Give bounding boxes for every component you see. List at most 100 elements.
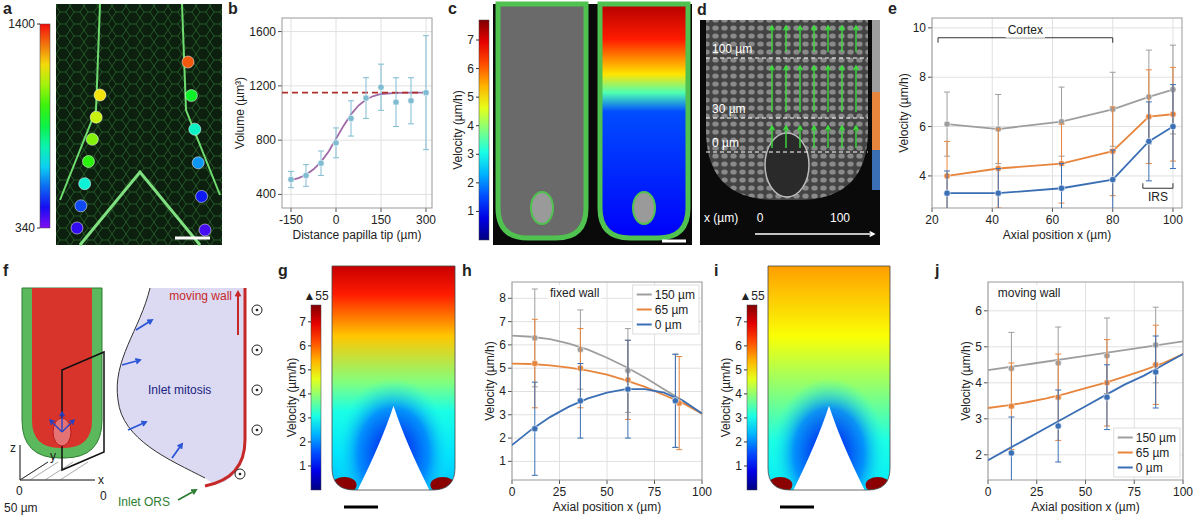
panel-letter: a [3, 0, 12, 17]
y-tick-label: 6 [975, 304, 982, 318]
colorbar-tick [744, 417, 747, 418]
grid-line [282, 85, 432, 86]
series-line [988, 354, 1183, 408]
grid-line [932, 175, 1182, 176]
grid-line [932, 27, 1182, 28]
arrow [826, 66, 831, 112]
error-bar [1008, 417, 1014, 480]
data-point [303, 172, 309, 178]
level-line [706, 152, 868, 153]
grid-line [282, 140, 432, 141]
y-tick-label: 2 [975, 448, 982, 462]
x-tick-label: 0 [333, 213, 340, 227]
legend-label: 0 µm [655, 318, 682, 332]
series-line [512, 336, 702, 414]
error-bar [363, 78, 369, 119]
x-tick-label: 20 [925, 213, 939, 227]
slow-zone [334, 378, 452, 520]
x-tick-label: 150 [371, 213, 391, 227]
rotation-dot [256, 309, 259, 312]
grid-line [512, 368, 702, 369]
cell-volume-dot [189, 123, 201, 135]
grid-line [992, 18, 993, 208]
legend-swatch [637, 324, 652, 326]
data-point [1104, 394, 1110, 400]
colorbar-tick-label: 7 [299, 315, 306, 329]
error-bar [378, 64, 384, 110]
label-patch [548, 285, 601, 301]
arrow [854, 126, 859, 148]
root-tissue [706, 20, 868, 200]
x-tick [291, 208, 292, 212]
x-axis-title: Axial position x (µm) [1031, 500, 1139, 514]
data-point [532, 360, 538, 366]
micrograph [700, 20, 880, 245]
y-tick [984, 382, 988, 383]
grid-line [1052, 18, 1053, 208]
y-axis-title: Velocity (µm/h) [897, 73, 911, 153]
grid-line [282, 194, 432, 195]
colorbar-tick [744, 465, 747, 466]
y-tick-label: 8 [499, 291, 506, 305]
data-point [944, 190, 950, 196]
error-bar [1104, 365, 1110, 430]
legend-box [633, 285, 699, 334]
data-point [363, 95, 369, 101]
series-line [512, 389, 702, 445]
axis-tick-label: 100 [830, 211, 850, 225]
colorbar-tick-label: 1 [299, 459, 306, 473]
axis-tick-label: 0 [16, 484, 23, 498]
colorbar-tick [744, 369, 747, 370]
legend-swatch [637, 309, 652, 311]
arrow [840, 126, 845, 148]
data-point [944, 121, 950, 127]
arrow [840, 66, 845, 112]
domain [117, 288, 245, 485]
data-point [423, 89, 429, 95]
error-bar [408, 78, 414, 124]
colorbar-tick [476, 211, 479, 212]
y-tick-label: 6 [919, 120, 926, 134]
slow-zone [770, 378, 887, 520]
plot-frame [932, 18, 1182, 208]
error-bar [672, 354, 678, 447]
data-point [1110, 176, 1116, 182]
legend: 150 µm65 µm0 µm [633, 285, 699, 334]
y-tick [278, 85, 282, 86]
bracket [1143, 183, 1173, 188]
colorbar-tick [308, 441, 311, 442]
cell-volume-dot [199, 224, 211, 236]
scale-bar [780, 506, 814, 509]
scale-label: 50 µm [4, 501, 38, 515]
arrow [854, 66, 859, 112]
x-tick [988, 480, 989, 484]
colorbar-tick-label: 6 [735, 339, 742, 353]
series-line [291, 93, 426, 181]
level-label: 0 µm [712, 136, 739, 150]
y-tick [928, 175, 932, 176]
x-tick-label: 60 [1046, 213, 1060, 227]
grid-line [988, 418, 1183, 419]
colorbar-tick-label: 7 [467, 33, 474, 47]
error-bar [303, 165, 309, 187]
x-tick-label: 25 [1030, 485, 1044, 499]
data-point [625, 386, 631, 392]
y-tick [278, 194, 282, 195]
arrow [840, 26, 845, 52]
data-point [1008, 450, 1014, 456]
y-tick [928, 77, 932, 78]
grid-line [607, 282, 608, 480]
arrow [136, 320, 152, 330]
error-bar [1146, 102, 1152, 181]
y-tick-label: 3 [975, 412, 982, 426]
series-line [988, 341, 1183, 370]
legend-box [1114, 428, 1180, 477]
colorbar-tick [308, 345, 311, 346]
plot-area [988, 307, 1183, 480]
scale-bar [175, 237, 210, 240]
plot-frame [282, 18, 432, 208]
y-tick-label: 4 [975, 376, 982, 390]
colorbar [311, 305, 321, 490]
arrow [784, 126, 789, 148]
x-tick [1183, 480, 1184, 484]
